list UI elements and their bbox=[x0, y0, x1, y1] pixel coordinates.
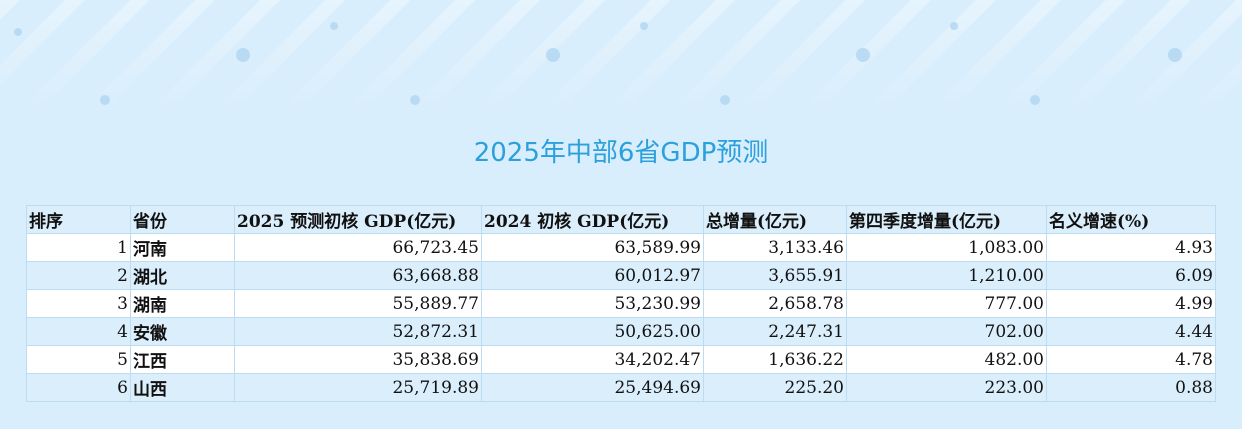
cell-total-increase: 225.20 bbox=[703, 373, 847, 402]
cell-gdp-2025: 63,668.88 bbox=[234, 261, 482, 290]
cell-total-increase: 2,247.31 bbox=[703, 317, 847, 346]
cell-rank: 6 bbox=[26, 373, 131, 402]
decorative-stripes bbox=[0, 0, 1242, 110]
table-row: 5 江西 35,838.69 34,202.47 1,636.22 482.00 4.78 bbox=[26, 345, 1216, 374]
cell-gdp-2025: 55,889.77 bbox=[234, 289, 482, 318]
table-header-row: 排序 省份 2025 预测初核 GDP(亿元) 2024 初核 GDP(亿元) … bbox=[26, 205, 1216, 234]
cell-province: 江西 bbox=[130, 345, 235, 374]
cell-q4-increase: 1,210.00 bbox=[846, 261, 1047, 290]
cell-growth-rate: 4.93 bbox=[1046, 233, 1216, 262]
header-total-increase: 总增量(亿元) bbox=[703, 205, 847, 234]
header-gdp-2025: 2025 预测初核 GDP(亿元) bbox=[234, 205, 482, 234]
cell-gdp-2024: 60,012.97 bbox=[481, 261, 704, 290]
cell-q4-increase: 223.00 bbox=[846, 373, 1047, 402]
table-row: 3 湖南 55,889.77 53,230.99 2,658.78 777.00 4.99 bbox=[26, 289, 1216, 318]
cell-growth-rate: 4.99 bbox=[1046, 289, 1216, 318]
cell-q4-increase: 702.00 bbox=[846, 317, 1047, 346]
header-gdp-2024: 2024 初核 GDP(亿元) bbox=[481, 205, 704, 234]
cell-rank: 4 bbox=[26, 317, 131, 346]
cell-q4-increase: 777.00 bbox=[846, 289, 1047, 318]
cell-growth-rate: 0.88 bbox=[1046, 373, 1216, 402]
cell-gdp-2025: 66,723.45 bbox=[234, 233, 482, 262]
cell-total-increase: 3,133.46 bbox=[703, 233, 847, 262]
header-q4-increase: 第四季度增量(亿元) bbox=[846, 205, 1047, 234]
cell-province: 湖北 bbox=[130, 261, 235, 290]
gdp-table: 排序 省份 2025 预测初核 GDP(亿元) 2024 初核 GDP(亿元) … bbox=[26, 205, 1216, 402]
header-rank: 排序 bbox=[26, 205, 131, 234]
page-title: 2025年中部6省GDP预测 bbox=[473, 138, 769, 168]
cell-gdp-2024: 53,230.99 bbox=[481, 289, 704, 318]
cell-gdp-2024: 63,589.99 bbox=[481, 233, 704, 262]
cell-growth-rate: 6.09 bbox=[1046, 261, 1216, 290]
cell-rank: 1 bbox=[26, 233, 131, 262]
cell-rank: 3 bbox=[26, 289, 131, 318]
table-row: 4 安徽 52,872.31 50,625.00 2,247.31 702.00 4.44 bbox=[26, 317, 1216, 346]
cell-rank: 5 bbox=[26, 345, 131, 374]
cell-q4-increase: 482.00 bbox=[846, 345, 1047, 374]
cell-gdp-2024: 25,494.69 bbox=[481, 373, 704, 402]
cell-total-increase: 3,655.91 bbox=[703, 261, 847, 290]
cell-gdp-2025: 52,872.31 bbox=[234, 317, 482, 346]
table-row: 6 山西 25,719.89 25,494.69 225.20 223.00 0.88 bbox=[26, 373, 1216, 402]
table-row: 2 湖北 63,668.88 60,012.97 3,655.91 1,210.00 6.0… bbox=[26, 261, 1216, 290]
cell-gdp-2025: 35,838.69 bbox=[234, 345, 482, 374]
cell-growth-rate: 4.78 bbox=[1046, 345, 1216, 374]
cell-gdp-2024: 34,202.47 bbox=[481, 345, 704, 374]
cell-province: 山西 bbox=[130, 373, 235, 402]
cell-growth-rate: 4.44 bbox=[1046, 317, 1216, 346]
cell-province: 湖南 bbox=[130, 289, 235, 318]
cell-province: 河南 bbox=[130, 233, 235, 262]
header-province: 省份 bbox=[130, 205, 235, 234]
cell-province: 安徽 bbox=[130, 317, 235, 346]
cell-rank: 2 bbox=[26, 261, 131, 290]
cell-total-increase: 2,658.78 bbox=[703, 289, 847, 318]
table-row: 1 河南 66,723.45 63,589.99 3,133.46 1,083.00 4.9… bbox=[26, 233, 1216, 262]
cell-gdp-2024: 50,625.00 bbox=[481, 317, 704, 346]
header-growth-rate: 名义增速(%) bbox=[1046, 205, 1216, 234]
cell-total-increase: 1,636.22 bbox=[703, 345, 847, 374]
cell-gdp-2025: 25,719.89 bbox=[234, 373, 482, 402]
cell-q4-increase: 1,083.00 bbox=[846, 233, 1047, 262]
